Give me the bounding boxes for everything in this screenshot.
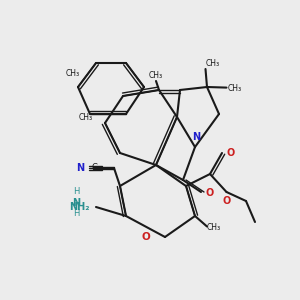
Text: C: C	[92, 164, 98, 172]
Text: H: H	[73, 188, 80, 196]
Text: CH₃: CH₃	[79, 112, 93, 122]
Text: CH₃: CH₃	[65, 69, 80, 78]
Text: CH₃: CH₃	[228, 84, 242, 93]
Text: O: O	[206, 188, 214, 199]
Text: N: N	[76, 163, 84, 173]
Text: O: O	[141, 232, 150, 242]
Text: CH₃: CH₃	[149, 70, 163, 80]
Text: N: N	[72, 197, 81, 208]
Text: O: O	[226, 148, 235, 158]
Text: CH₃: CH₃	[206, 58, 220, 68]
Text: H: H	[73, 208, 80, 217]
Text: O: O	[222, 196, 231, 206]
Text: NH₂: NH₂	[70, 202, 90, 212]
Text: CH₃: CH₃	[207, 224, 221, 232]
Text: N: N	[192, 133, 201, 142]
